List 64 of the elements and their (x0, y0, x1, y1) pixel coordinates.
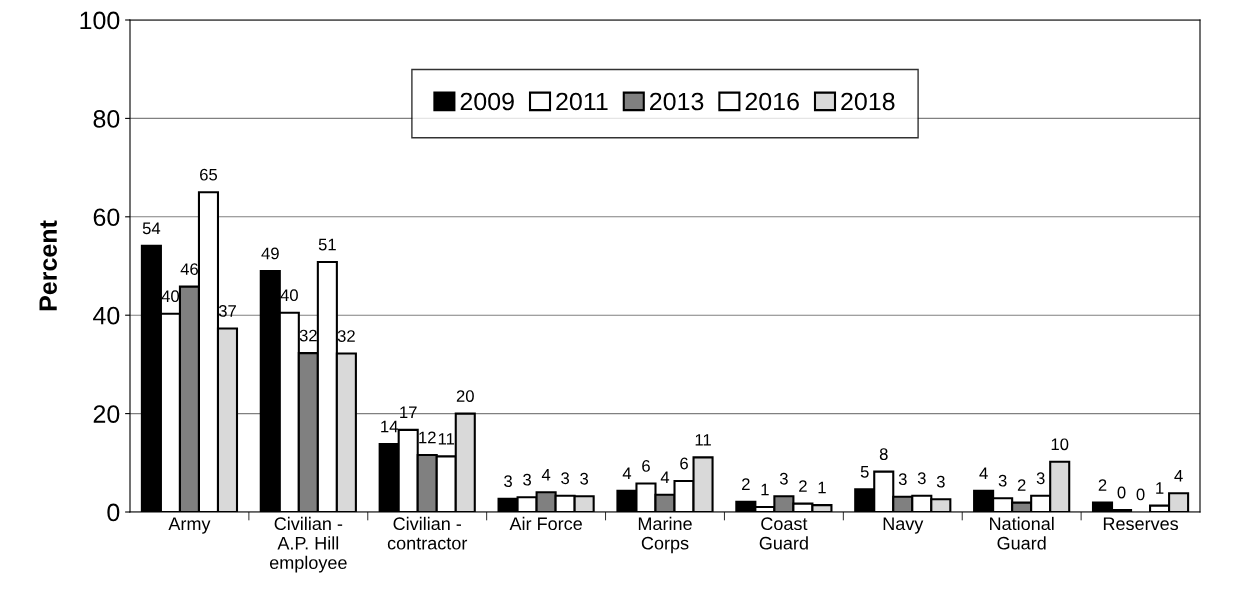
legend-label: 2013 (650, 92, 704, 111)
data-label: 3 (523, 473, 531, 486)
x-tick-label: Air Force (509, 516, 582, 531)
data-label: 54 (142, 222, 161, 235)
data-label: 4 (622, 467, 632, 480)
y-tick-label: 60 (93, 208, 120, 227)
y-tick-label: 20 (93, 405, 120, 423)
data-label: 51 (318, 238, 336, 251)
x-tick-label: Navy (883, 517, 924, 534)
data-label: 0 (1136, 488, 1145, 501)
data-label: 46 (180, 263, 198, 276)
legend-label: 2009 (460, 92, 514, 111)
legend-label: 2018 (841, 92, 895, 111)
y-tick-label: 80 (93, 110, 120, 128)
data-label: 1 (1156, 482, 1164, 494)
data-label: 49 (261, 247, 279, 260)
x-tick-label: Civilian - A.P. Hill employee (269, 516, 347, 573)
data-label: 11 (438, 433, 455, 445)
data-label: 4 (1174, 470, 1183, 482)
data-label: 65 (200, 168, 218, 181)
data-label: 3 (779, 472, 788, 485)
data-label: 10 (1051, 438, 1069, 451)
data-label: 8 (879, 448, 888, 461)
data-label: 32 (337, 330, 355, 342)
y-tick-label: 100 (80, 11, 120, 30)
x-tick-label: Civilian - contractor (387, 516, 468, 550)
data-label: 3 (898, 473, 907, 486)
data-label: 4 (541, 469, 551, 481)
data-label: 3 (998, 474, 1007, 487)
data-label: 6 (680, 457, 688, 470)
data-label: 6 (642, 460, 650, 472)
legend-label: 2016 (745, 92, 799, 111)
x-tick-label: Army (168, 517, 211, 534)
data-label: 11 (695, 434, 711, 446)
data-label: 32 (299, 329, 317, 342)
y-tick-label: 0 (107, 503, 120, 522)
x-tick-label: Marine Corps (638, 516, 692, 554)
data-label: 2 (1017, 479, 1026, 491)
y-axis-title: Percent (39, 220, 57, 311)
data-label: 4 (979, 467, 988, 480)
data-label: 2 (799, 480, 807, 492)
data-label: 1 (761, 483, 769, 496)
data-label: 37 (218, 305, 236, 317)
data-label: 4 (660, 471, 670, 483)
data-label: 0 (1117, 486, 1126, 499)
data-label: 3 (504, 475, 512, 488)
data-label: 20 (456, 390, 474, 402)
data-label: 12 (419, 431, 436, 444)
data-label: 3 (936, 475, 945, 488)
x-tick-label: Reserves (1103, 517, 1179, 531)
data-label: 2 (1098, 479, 1107, 491)
legend-label: 2011 (556, 92, 608, 111)
data-label: 14 (381, 420, 398, 433)
data-label: 2 (742, 478, 750, 490)
data-label: 5 (860, 466, 869, 478)
data-label: 3 (580, 472, 589, 485)
x-tick-label: National Guard (990, 516, 1054, 550)
y-tick-label: 40 (93, 306, 120, 325)
data-label: 17 (400, 406, 417, 419)
data-label: 3 (1036, 472, 1045, 485)
data-label: 1 (818, 481, 826, 494)
x-tick-label: Coast Guard (759, 517, 808, 550)
data-label: 3 (917, 472, 926, 485)
data-label: 3 (561, 472, 570, 485)
